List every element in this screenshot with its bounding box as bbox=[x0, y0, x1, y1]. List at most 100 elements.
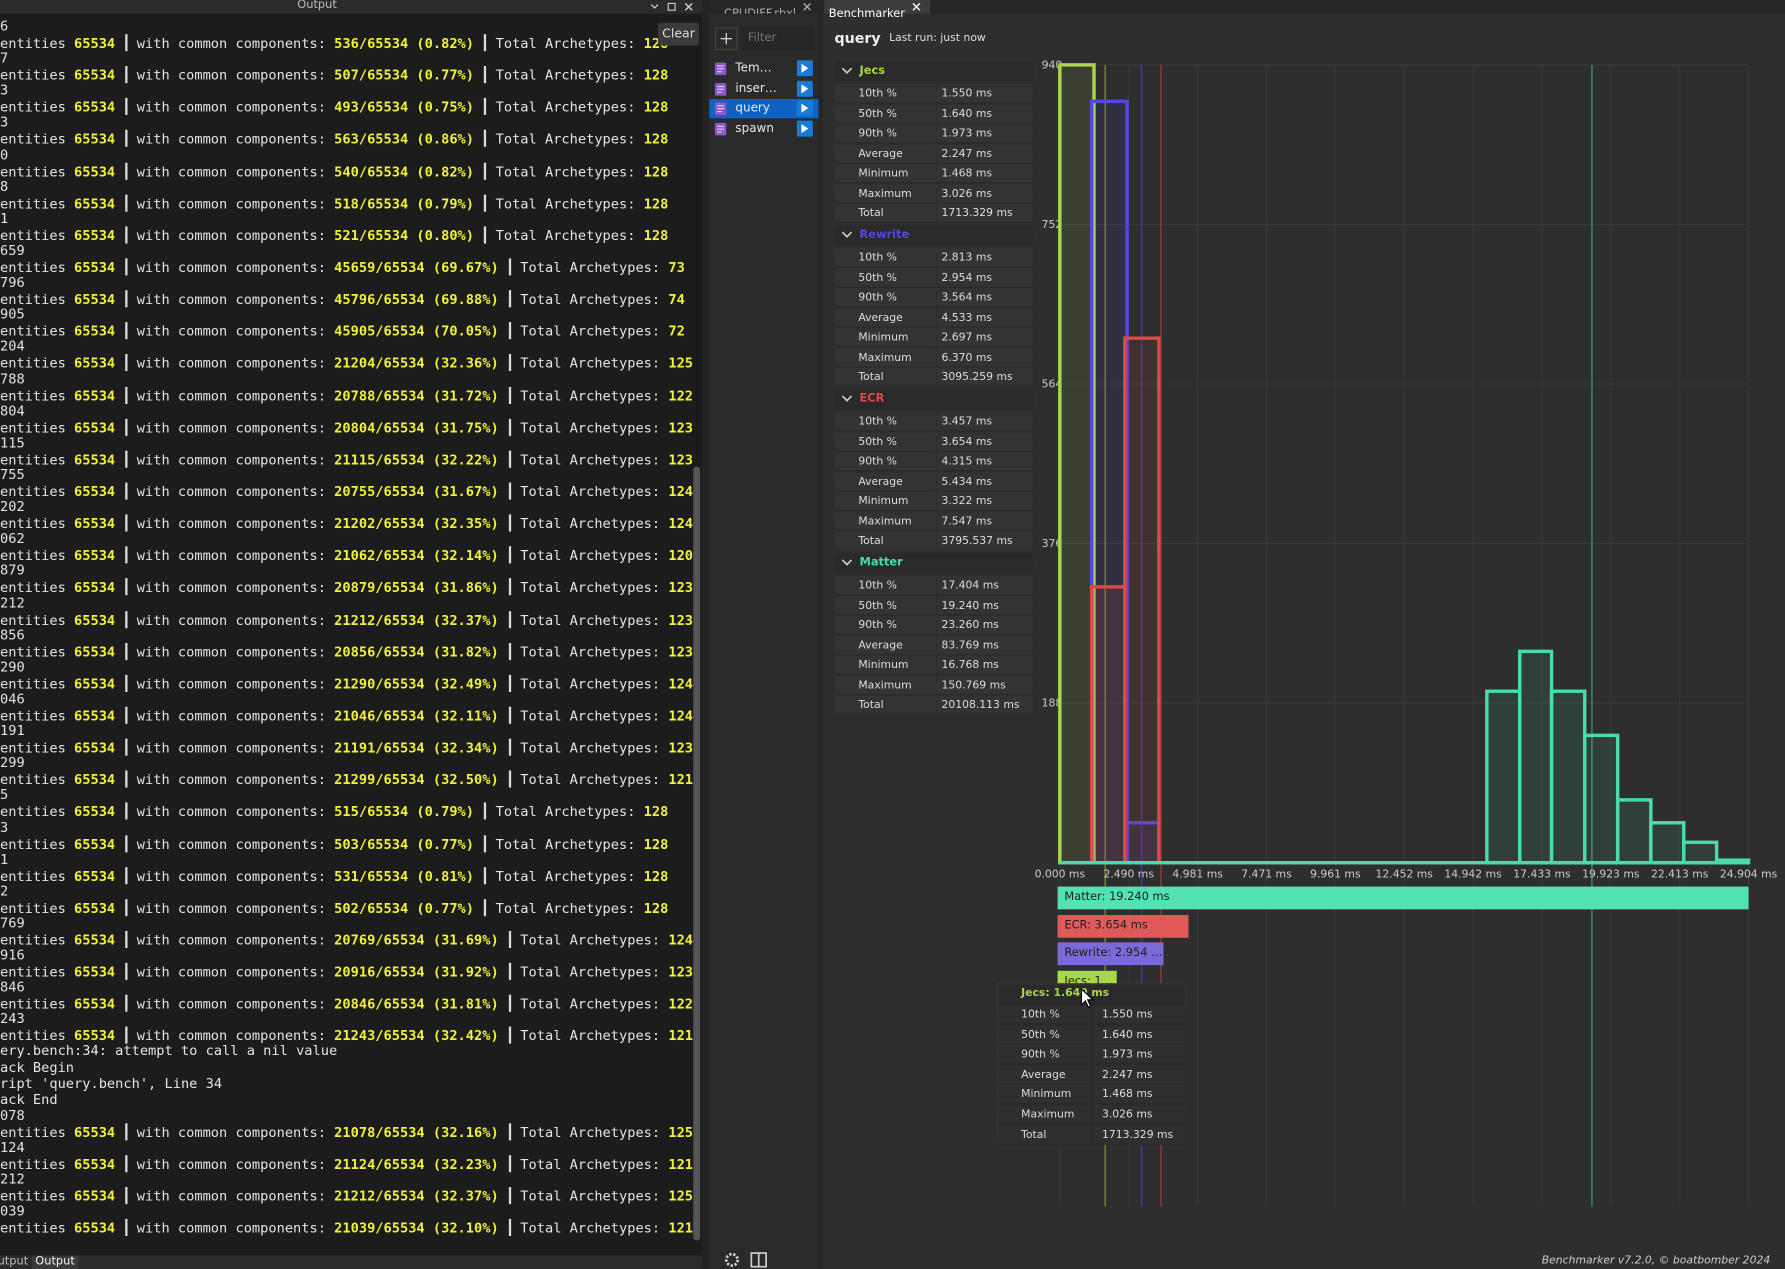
common-ratio: 21212/65534 (32.37%) bbox=[334, 611, 499, 628]
archetype-count: 123 bbox=[668, 643, 694, 660]
label: Total Archetypes: bbox=[495, 803, 644, 820]
separator bbox=[125, 226, 128, 244]
triangle bbox=[801, 104, 809, 114]
entity-count: 65534 bbox=[74, 451, 116, 468]
output-line: 1 bbox=[0, 210, 8, 226]
label: Total Archetypes: bbox=[495, 35, 644, 52]
stat-value: 1.550 ms bbox=[1091, 1004, 1187, 1025]
common-ratio: 515/65534 (0.79%) bbox=[334, 803, 475, 820]
separator bbox=[125, 1219, 128, 1237]
label: Total Archetypes: bbox=[520, 419, 669, 436]
group-header[interactable]: ECR bbox=[834, 389, 1033, 409]
output-tab[interactable]: Output bbox=[31, 1255, 79, 1269]
label: entities bbox=[0, 131, 75, 148]
add-button[interactable] bbox=[714, 27, 738, 51]
group-header[interactable]: Rewrite bbox=[834, 225, 1033, 245]
separator bbox=[508, 995, 512, 1013]
benchmark-item[interactable]: inser… bbox=[709, 79, 818, 98]
output-title: Output bbox=[297, 0, 337, 12]
separator bbox=[508, 1155, 512, 1173]
benchmark-item[interactable]: query bbox=[709, 99, 819, 119]
entity-count: 65534 bbox=[74, 739, 116, 756]
label: with common components: bbox=[136, 900, 335, 916]
log-text: 115 bbox=[0, 434, 25, 451]
label: with common components: bbox=[136, 35, 335, 52]
label: with common components: bbox=[136, 675, 335, 692]
log-text: 039 bbox=[0, 1203, 25, 1220]
tab-bar bbox=[709, 0, 1785, 14]
common-ratio: 518/65534 (0.79%) bbox=[334, 195, 475, 212]
archetype-count: 128 bbox=[643, 195, 669, 212]
filter-input[interactable]: Filter bbox=[742, 27, 816, 51]
stat-name: Total bbox=[834, 203, 936, 224]
label: entities bbox=[0, 451, 75, 468]
common-ratio: 21299/65534 (32.50%) bbox=[334, 771, 499, 788]
stat-name: 90th % bbox=[998, 1044, 1092, 1065]
label: Total Archetypes: bbox=[520, 964, 669, 981]
entity-count: 65534 bbox=[74, 675, 116, 692]
label: Total Archetypes: bbox=[520, 1124, 669, 1141]
label: with common components: bbox=[136, 868, 335, 884]
label: Total Archetypes: bbox=[520, 675, 669, 692]
common-ratio: 521/65534 (0.80%) bbox=[334, 227, 475, 244]
group-header[interactable]: Matter bbox=[834, 553, 1033, 573]
clear-button[interactable]: Clear bbox=[657, 22, 699, 46]
group-header[interactable]: Jecs bbox=[834, 61, 1033, 81]
output-line: 905 bbox=[0, 306, 25, 322]
tab-label[interactable]: Benchmarker bbox=[828, 7, 905, 21]
label: with common components: bbox=[136, 1188, 335, 1205]
doc-lines bbox=[717, 65, 725, 73]
output-line: entities 65534 with common components: 53… bbox=[0, 866, 668, 884]
sidebar-divider bbox=[818, 13, 824, 1269]
label: entities bbox=[0, 932, 75, 949]
output-line: entities 65534 with common components: 21… bbox=[0, 354, 693, 372]
editor-tab[interactable]: CPUDIFF.rbxl bbox=[719, 0, 822, 20]
archetype-count: 121 bbox=[668, 771, 694, 788]
common-ratio: 493/65534 (0.75%) bbox=[334, 99, 475, 116]
run-button[interactable] bbox=[796, 100, 813, 117]
output-line: 115 bbox=[0, 435, 25, 451]
label: with common components: bbox=[136, 451, 335, 468]
label: entities bbox=[0, 1220, 75, 1237]
run-button[interactable] bbox=[796, 120, 813, 137]
y-tick-label: 752 bbox=[1042, 218, 1063, 231]
close-icon bbox=[912, 2, 921, 11]
stat-value: 19.240 ms bbox=[936, 595, 1033, 616]
log-text: 212 bbox=[0, 594, 25, 611]
editor-tab[interactable]: Benchmarker bbox=[824, 0, 930, 20]
archetype-count: 128 bbox=[643, 227, 669, 244]
archetype-count: 128 bbox=[643, 99, 669, 116]
label: entities bbox=[0, 836, 75, 852]
run-button[interactable] bbox=[796, 80, 813, 97]
archetype-count: 125 bbox=[668, 1188, 694, 1205]
log-text: 204 bbox=[0, 338, 25, 355]
median-bar[interactable]: ECR: 3.654 ms bbox=[1057, 914, 1189, 938]
entity-count: 65534 bbox=[74, 836, 116, 852]
benchmark-item[interactable]: Tem… bbox=[709, 59, 818, 78]
label: entities bbox=[0, 707, 75, 724]
label: with common components: bbox=[136, 67, 335, 84]
separator bbox=[125, 66, 128, 84]
y-tick-label: 376 bbox=[1042, 537, 1063, 550]
label: with common components: bbox=[136, 964, 335, 981]
benchmark-item[interactable]: spawn bbox=[709, 120, 818, 139]
separator bbox=[125, 898, 128, 916]
label: Total Archetypes: bbox=[495, 99, 644, 116]
label: entities bbox=[0, 643, 75, 660]
archetype-count: 121 bbox=[668, 1220, 694, 1237]
log-text: 078 bbox=[0, 1107, 25, 1124]
run-button[interactable] bbox=[796, 60, 813, 77]
stat-name: Maximum bbox=[834, 511, 936, 531]
stat-value: 4.533 ms bbox=[936, 307, 1033, 328]
histogram-bin bbox=[1583, 733, 1620, 865]
output-line: 8 bbox=[0, 178, 8, 194]
separator bbox=[125, 706, 128, 724]
output-tab[interactable]: Output bbox=[0, 1255, 29, 1268]
median-bar[interactable]: Matter: 19.240 ms bbox=[1057, 886, 1749, 910]
median-bar[interactable]: Rewrite: 2.954 ms bbox=[1057, 942, 1164, 966]
x-tick-label: 24.904 ms bbox=[1720, 867, 1778, 880]
separator bbox=[125, 1123, 128, 1141]
y-tick-label: 940 bbox=[1042, 58, 1063, 71]
output-line: 212 bbox=[0, 595, 25, 611]
label: entities bbox=[0, 387, 75, 404]
